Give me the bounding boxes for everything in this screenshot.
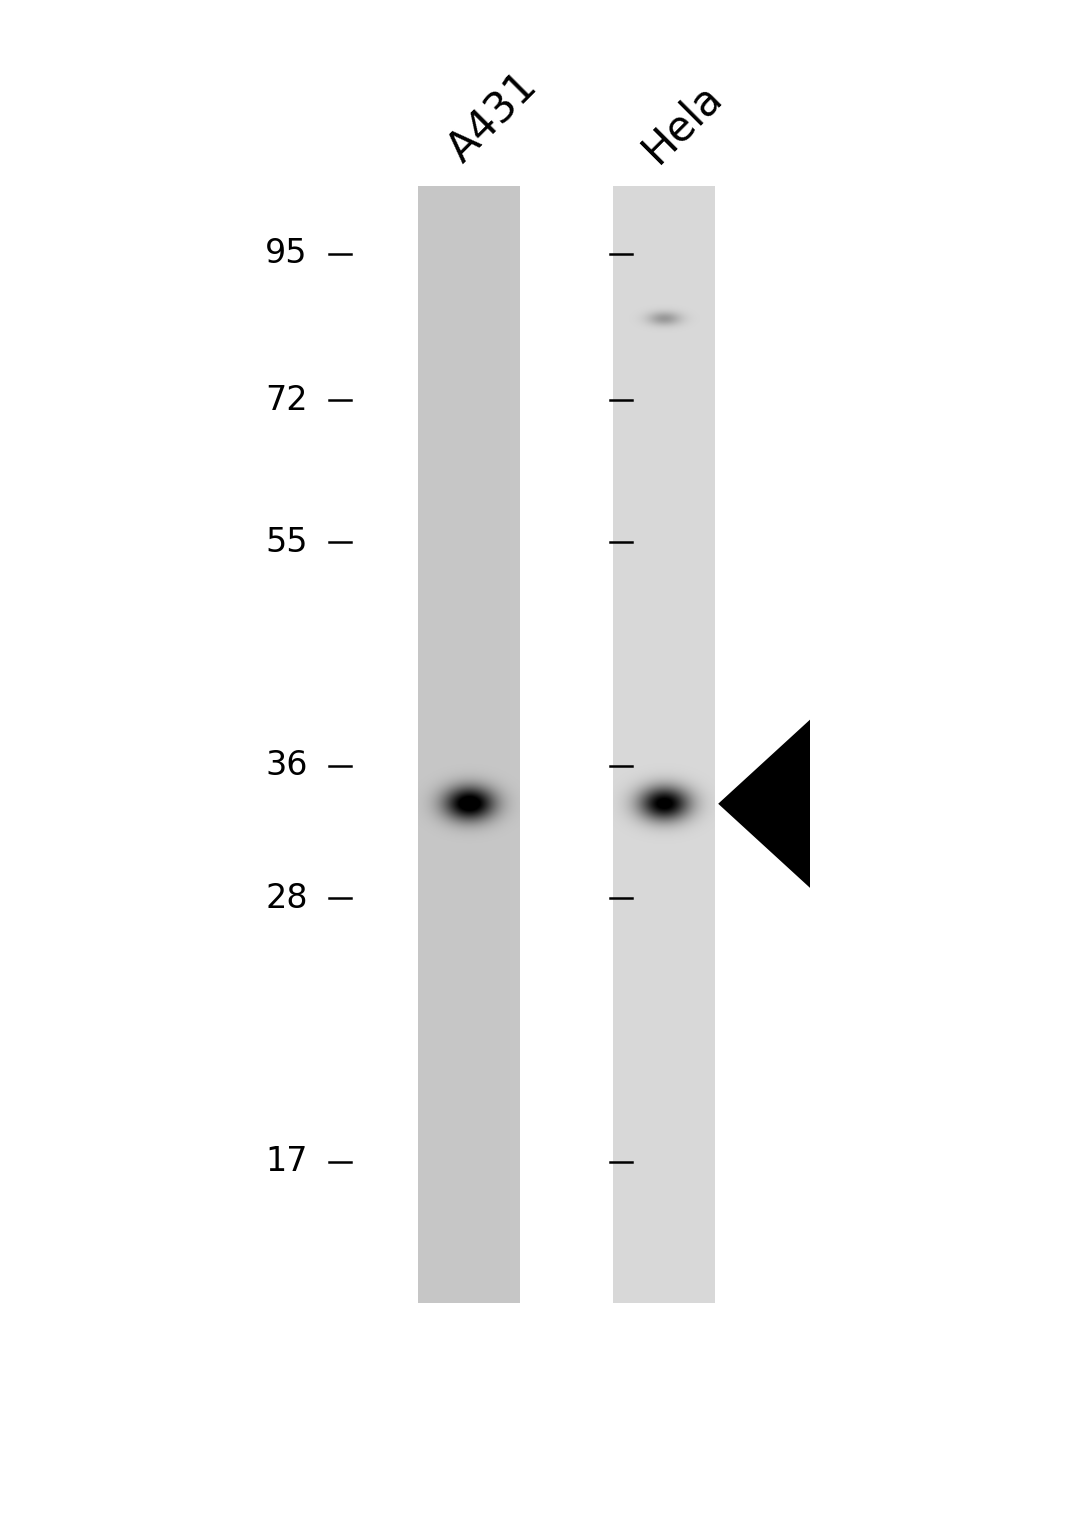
Text: A431: A431 [441,64,546,171]
Text: 28: 28 [266,882,308,914]
Polygon shape [718,720,810,888]
Text: 72: 72 [266,384,308,416]
Text: 17: 17 [266,1145,308,1179]
Text: 95: 95 [266,237,308,271]
Text: 36: 36 [266,749,308,783]
Text: Hela: Hela [635,75,731,171]
Text: 55: 55 [266,526,308,558]
